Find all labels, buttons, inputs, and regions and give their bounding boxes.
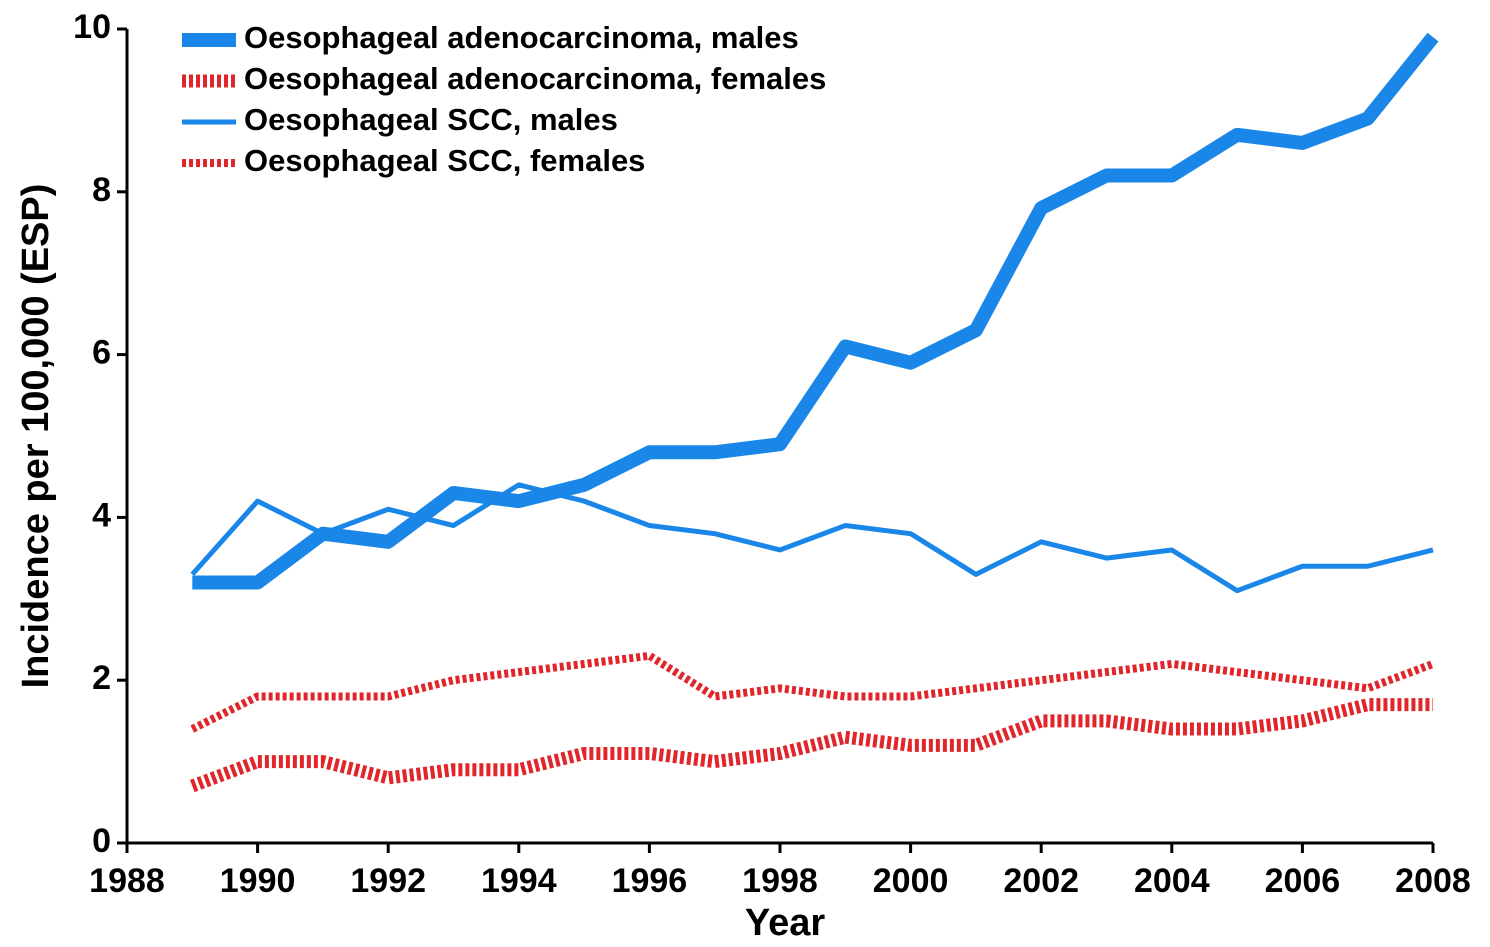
x-tick-label: 1988 (89, 862, 165, 900)
legend-label: Oesophageal SCC, females (244, 143, 645, 178)
x-tick-label: 1994 (481, 862, 557, 900)
x-tick-label: 1996 (612, 862, 688, 900)
y-tick-label: 10 (73, 8, 111, 46)
y-tick-label: 8 (92, 171, 111, 209)
line (190, 698, 1433, 793)
y-tick-label: 6 (92, 334, 111, 372)
legend-label: Oesophageal SCC, males (244, 102, 618, 137)
x-tick-label: 2006 (1265, 862, 1341, 900)
y-axis-label: Incidence per 100,000 (ESP) (15, 184, 57, 689)
legend-label: Oesophageal adenocarcinoma, females (244, 61, 826, 96)
x-tick-label: 1990 (220, 862, 296, 900)
y-tick-label: 2 (92, 659, 111, 697)
x-tick-label: 2002 (1003, 862, 1079, 900)
line (192, 32, 1439, 590)
x-tick-label: 1998 (742, 862, 818, 900)
y-tick-label: 4 (92, 496, 111, 534)
x-tick-label: 1992 (350, 862, 426, 900)
x-axis-label: Year (745, 902, 826, 944)
y-tick-label: 0 (92, 822, 111, 860)
line (190, 651, 1435, 733)
x-tick-label: 2004 (1134, 862, 1210, 900)
line (190, 482, 1434, 594)
x-tick-label: 2000 (873, 862, 949, 900)
x-tick-label: 2008 (1395, 862, 1471, 900)
legend-label: Oesophageal adenocarcinoma, males (244, 20, 799, 55)
